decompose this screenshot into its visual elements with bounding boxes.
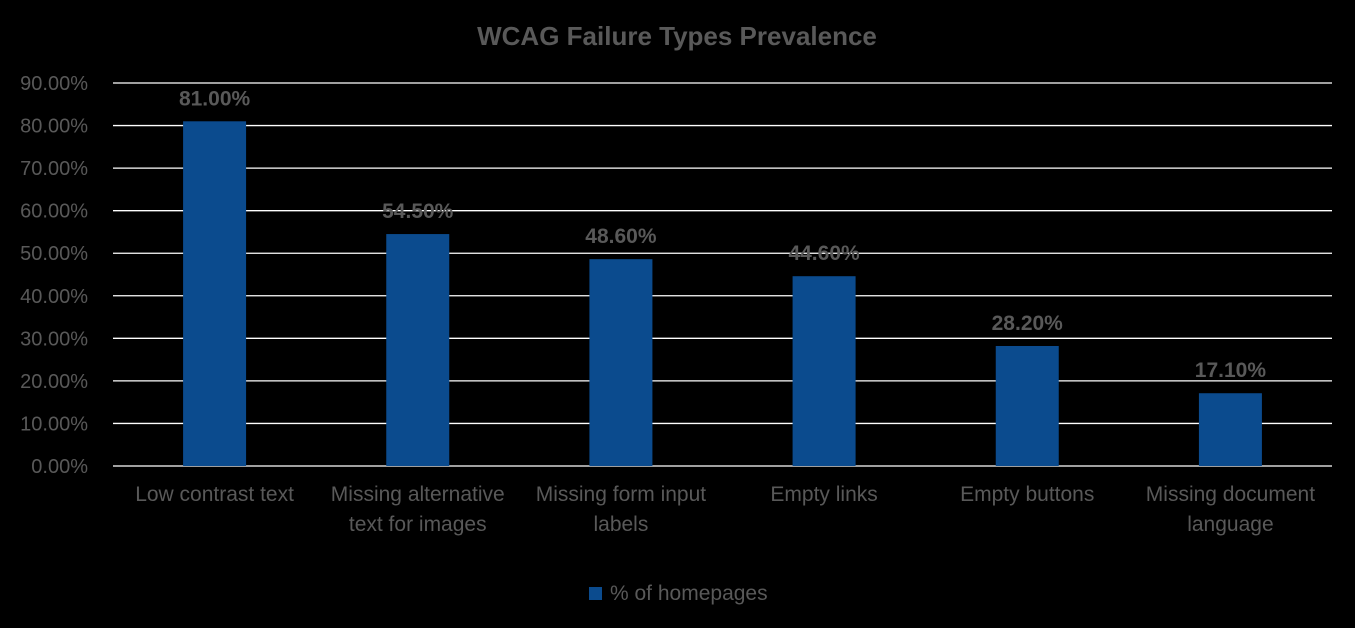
- data-label: 17.10%: [1195, 359, 1267, 382]
- legend-swatch: [589, 587, 602, 600]
- category-label: Empty buttons: [960, 483, 1094, 506]
- y-tick-label: 50.00%: [20, 243, 88, 265]
- gridlines: [113, 82, 1332, 467]
- category-label-line: Empty buttons: [960, 483, 1094, 506]
- category-label-line: labels: [593, 513, 648, 536]
- chart-title: WCAG Failure Types Prevalence: [477, 21, 877, 51]
- category-label-line: Low contrast text: [135, 483, 294, 506]
- category-label: Low contrast text: [135, 483, 294, 506]
- data-label: 44.60%: [788, 242, 860, 265]
- bar: [589, 259, 653, 466]
- category-label: Missing form input labels: [536, 483, 707, 536]
- legend: % of homepages: [589, 582, 768, 605]
- bars: [183, 121, 1262, 467]
- y-tick-label: 80.00%: [20, 116, 88, 138]
- category-label-line: Empty links: [770, 483, 877, 506]
- y-tick-label: 90.00%: [20, 73, 88, 95]
- bar: [1198, 393, 1262, 466]
- y-axis-tick-labels: 0.00% 10.00% 20.00% 30.00% 40.00% 50.00% 60.00…: [20, 73, 88, 478]
- legend-label: % of homepages: [610, 582, 768, 605]
- category-label: Empty links: [770, 483, 877, 506]
- bar: [183, 121, 247, 467]
- bar: [995, 345, 1059, 466]
- data-label: 54.50%: [382, 200, 454, 223]
- category-label-line: Missing document: [1146, 483, 1315, 506]
- category-label-line: Missing alternative: [331, 483, 505, 506]
- bar: [386, 234, 450, 466]
- y-tick-label: 40.00%: [20, 286, 88, 308]
- x-axis-category-labels: Low contrast text Missing alternative text…: [135, 483, 1315, 536]
- category-label: Missing alternative text for images: [331, 483, 505, 536]
- category-label-line: text for images: [349, 513, 487, 536]
- bar: [792, 276, 856, 466]
- data-label: 28.20%: [992, 312, 1064, 335]
- data-label: 81.00%: [179, 87, 251, 110]
- data-labels: 81.00% 54.50% 48.60% 44.60% 28.20% 17.10%: [179, 87, 1266, 382]
- y-tick-label: 10.00%: [20, 413, 88, 435]
- y-tick-label: 60.00%: [20, 201, 88, 223]
- y-tick-label: 20.00%: [20, 371, 88, 393]
- y-tick-label: 70.00%: [20, 158, 88, 180]
- y-tick-label: 0.00%: [31, 456, 88, 478]
- y-tick-label: 30.00%: [20, 328, 88, 350]
- category-label-line: Missing form input: [536, 483, 707, 506]
- category-label: Missing document language: [1146, 483, 1315, 536]
- category-label-line: language: [1187, 513, 1273, 536]
- data-label: 48.60%: [585, 225, 657, 248]
